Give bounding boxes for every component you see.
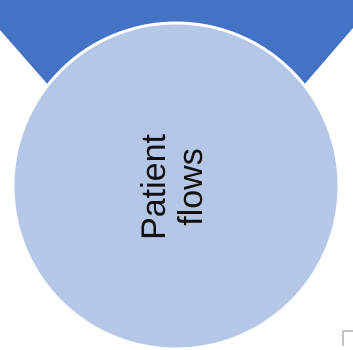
circle-label-line-2: flows: [172, 148, 210, 226]
circle-label: Patient flows: [135, 134, 210, 240]
circle-label-line-1: Patient: [135, 134, 173, 240]
corner-handle-mark: [342, 330, 353, 346]
patient-flows-circle: [11, 21, 341, 350]
